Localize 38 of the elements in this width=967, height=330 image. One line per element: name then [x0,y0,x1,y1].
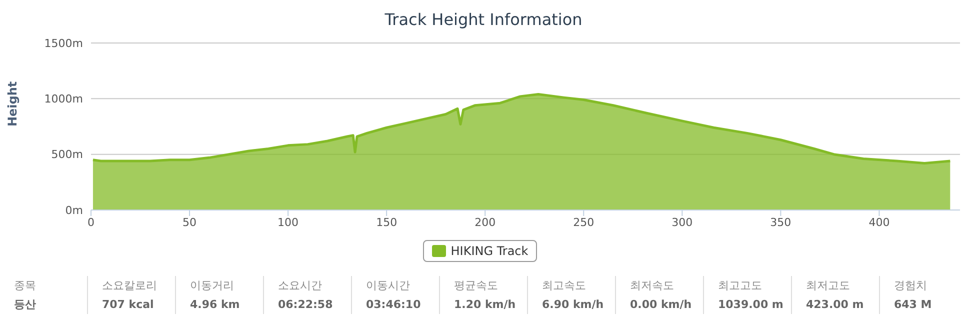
text: 최고고도 [718,278,763,294]
text: 등산 [14,297,37,313]
y-tick-label: 1000m [44,92,83,106]
y-tick-label: 0m [65,204,83,217]
legend-label: HIKING Track [450,244,528,258]
text: 평균속도 [454,278,499,294]
text: 6.90 km/h [542,297,605,313]
y-tick-label: 1500m [44,36,83,50]
x-tick-label: 250 [573,216,594,229]
text: 1.20 km/h [454,297,517,313]
text: 최고속도 [542,278,587,294]
text: 경험치 [894,278,928,294]
x-tick-label: 300 [672,216,693,229]
chart-title: Track Height Information [384,10,584,29]
text: 707 kcal [102,297,155,313]
text: 4.96 km [190,297,241,313]
text: 643 M [894,297,933,313]
text: 소요시간 [278,278,323,294]
x-tick-label: 200 [474,216,496,229]
text: 최저속도 [630,278,675,294]
text: 0.00 km/h [630,297,693,313]
text: 소요칼로리 [102,278,158,294]
text: 최저고도 [806,278,851,294]
text: 이동거리 [190,278,235,294]
text: 1039.00 m [718,297,784,313]
y-axis-title: Height [5,81,20,126]
text: 06:22:58 [278,297,334,313]
x-tick-label: 50 [182,216,197,229]
text: 이동시간 [366,278,411,294]
x-tick-label: 100 [278,216,299,229]
text: 종목 [14,278,37,294]
text: 03:46:10 [366,297,422,313]
x-tick-label: 350 [770,216,792,229]
y-tick-label: 500m [51,148,83,162]
x-tick-label: 0 [88,216,94,229]
x-tick-label: 150 [376,216,398,229]
text: 423.00 m [806,297,865,313]
x-tick-label: 400 [868,216,890,229]
